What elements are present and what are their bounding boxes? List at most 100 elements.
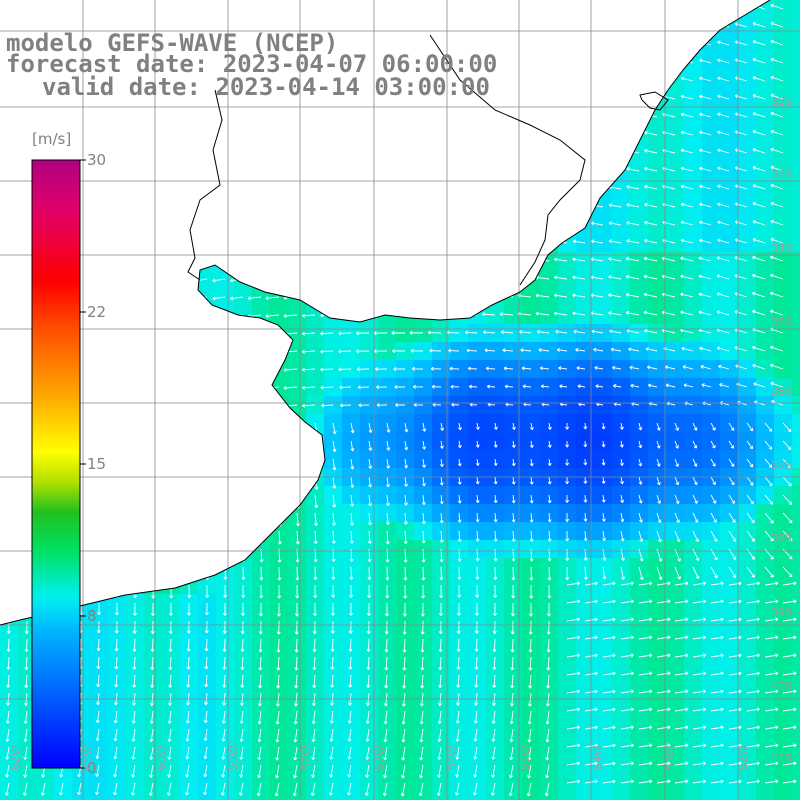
wind-arrow [692, 530, 699, 543]
wind-speed-cell [324, 792, 342, 800]
wind-arrow [656, 743, 671, 748]
wind-arrow [437, 710, 442, 725]
wind-arrow [293, 728, 298, 743]
wind-arrow [638, 779, 653, 784]
wind-arrow [656, 530, 662, 543]
wind-arrow [620, 635, 634, 640]
wind-speed-cell [792, 180, 800, 198]
wind-arrow [710, 761, 724, 766]
wind-arrow [547, 512, 552, 523]
wind-arrow [313, 584, 318, 599]
wind-arrow [620, 599, 634, 604]
wind-arrow [710, 779, 724, 784]
wind-arrow [403, 584, 408, 599]
wind-arrow [638, 617, 653, 622]
wind-arrow [565, 566, 570, 581]
wind-arrow [661, 292, 676, 298]
wind-arrow [240, 602, 245, 616]
wind-arrow [455, 746, 460, 760]
wind-arrow [566, 689, 581, 694]
wind-arrow [23, 728, 28, 742]
wind-speed-cell [792, 378, 800, 396]
wind-arrow [332, 440, 337, 453]
wind-arrow [565, 422, 570, 430]
wind-arrow [339, 385, 352, 390]
wind-arrow [680, 220, 694, 226]
wind-arrow [456, 656, 461, 670]
wind-speed-cell [792, 270, 800, 288]
wind-arrow [258, 638, 263, 653]
wind-arrow [203, 782, 208, 796]
wind-arrow [511, 494, 516, 504]
wind-arrow [692, 761, 707, 766]
wind-arrow [608, 293, 622, 298]
wind-arrow [438, 674, 443, 689]
wind-arrow [638, 707, 653, 712]
wind-arrow [620, 617, 634, 622]
wind-speed-cell [792, 450, 800, 468]
wind-arrow [770, 219, 784, 226]
wind-arrow [674, 566, 681, 580]
wind-arrow [150, 674, 155, 689]
wind-arrow [572, 311, 586, 316]
wind-arrow [782, 494, 793, 505]
wind-arrow [553, 257, 568, 262]
wind-arrow [602, 530, 607, 542]
wind-arrow [167, 746, 172, 760]
wind-arrow [770, 381, 784, 388]
wind-arrow [746, 743, 760, 748]
wind-arrow [566, 599, 581, 604]
wind-arrow [384, 656, 389, 671]
wind-arrow [540, 384, 550, 389]
wind-arrow [602, 653, 616, 658]
wind-arrow [566, 671, 581, 676]
wind-arrow [752, 273, 766, 280]
colorbar-tick-label: 22 [87, 303, 107, 321]
wind-arrow [356, 349, 370, 354]
wind-speed-cell [360, 792, 378, 800]
wind-arrow [782, 617, 797, 622]
wind-arrow [527, 692, 532, 707]
wind-arrow [566, 743, 581, 748]
wind-arrow [491, 710, 496, 724]
wind-arrow [5, 728, 10, 742]
wind-arrow [331, 566, 336, 580]
wind-arrow [293, 710, 298, 725]
wind-speed-cell [72, 792, 90, 800]
wind-speed-cell [18, 792, 36, 800]
wind-arrow [493, 476, 498, 485]
wind-speed-cell [792, 720, 800, 738]
wind-arrow [456, 620, 461, 634]
wind-arrow [619, 440, 624, 448]
wind-arrow [680, 94, 694, 100]
wind-speed-cell [792, 234, 800, 252]
wind-arrow [77, 782, 82, 796]
wind-arrow [132, 638, 137, 652]
wind-arrow [643, 292, 658, 298]
wind-arrow [358, 403, 370, 408]
wind-arrow [656, 566, 663, 580]
wind-arrow [311, 728, 316, 743]
wind-arrow [620, 671, 634, 676]
wind-arrow [240, 674, 245, 688]
wind-arrow [546, 638, 551, 653]
wind-arrow [764, 440, 773, 450]
wind-arrow [572, 275, 586, 280]
wind-arrow [221, 710, 226, 724]
wind-arrow [114, 620, 119, 634]
wind-arrow [710, 671, 724, 676]
wind-arrow [782, 476, 792, 487]
wind-arrow [728, 725, 742, 730]
wind-arrow [473, 764, 478, 778]
wind-arrow [277, 566, 282, 581]
wind-arrow [148, 782, 154, 796]
wind-arrow [583, 422, 588, 430]
wind-speed-cell [576, 792, 594, 800]
wind-arrow [131, 728, 136, 742]
wind-arrow [674, 512, 680, 523]
wind-arrow [383, 764, 388, 779]
wind-arrow [475, 458, 480, 466]
wind-arrow [527, 764, 532, 779]
wind-speed-cell [792, 684, 800, 702]
wind-arrow [746, 422, 754, 432]
